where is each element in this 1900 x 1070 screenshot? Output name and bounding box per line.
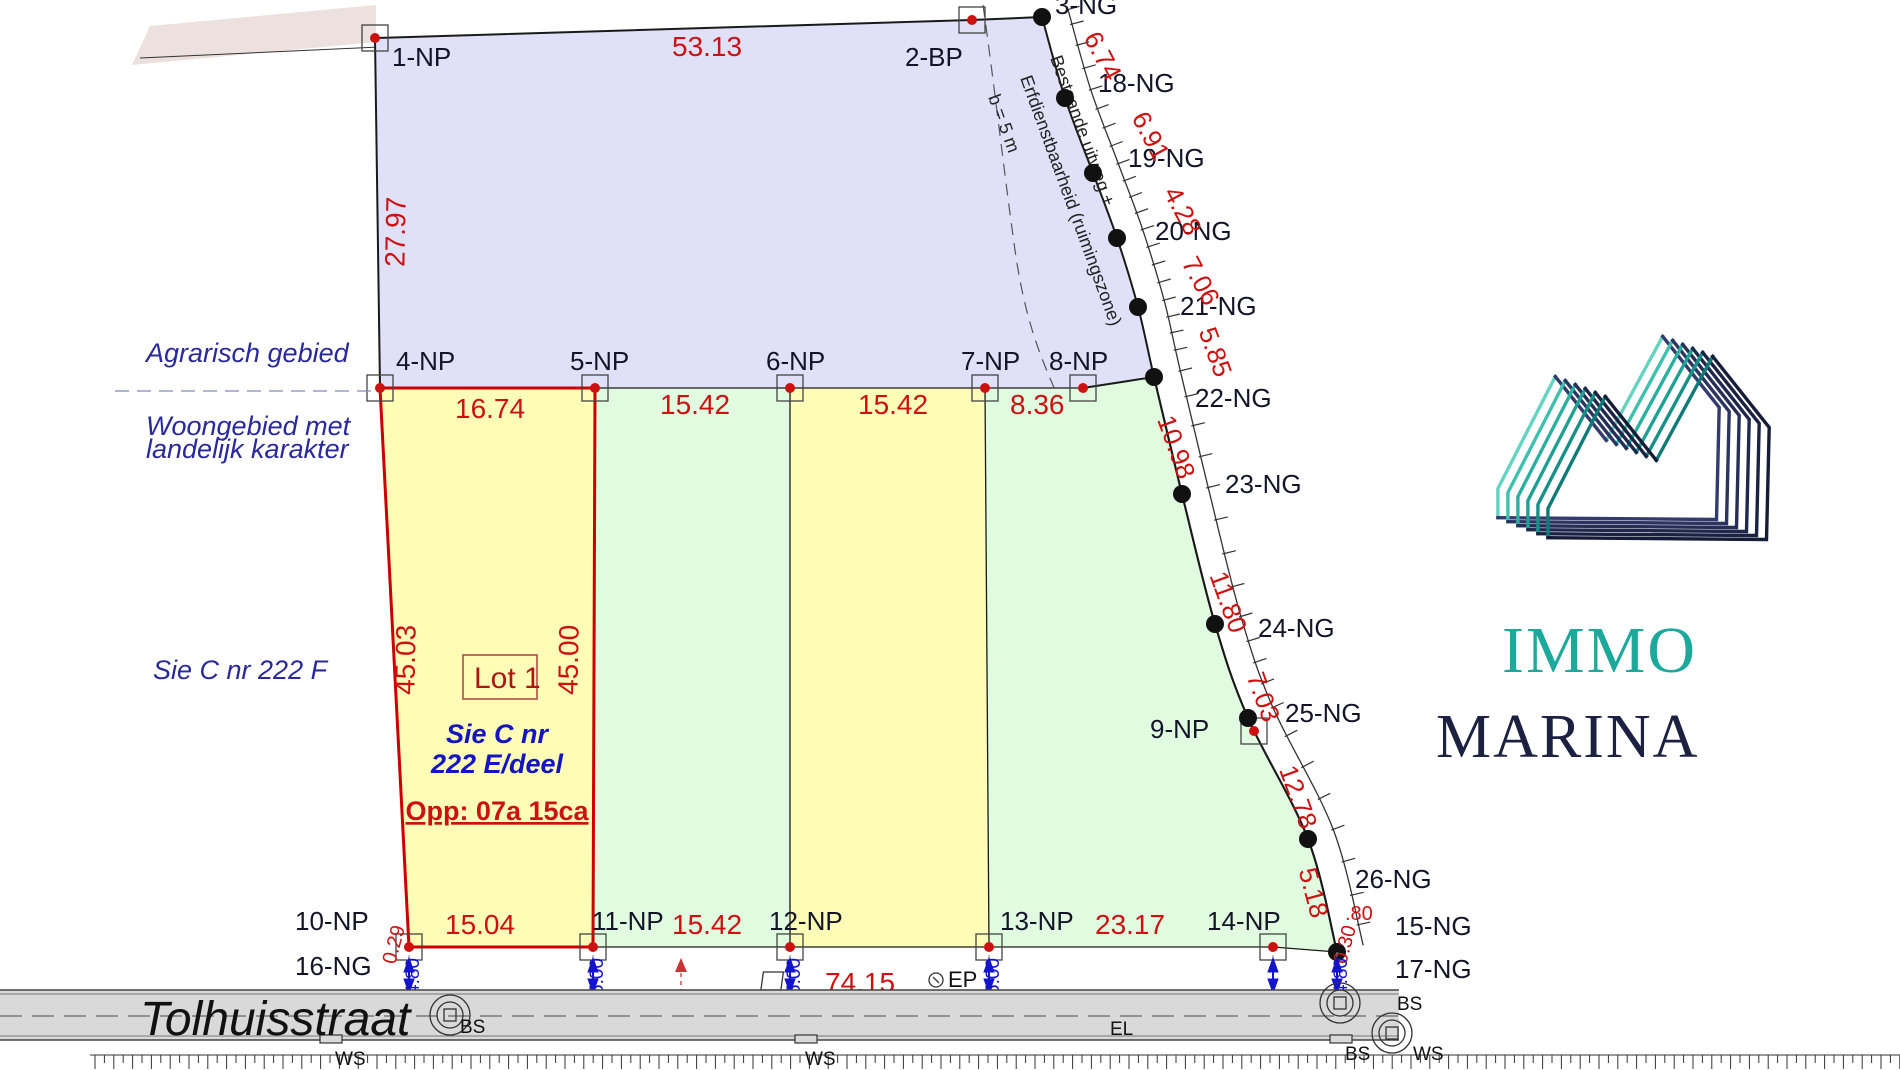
svg-text:14-NP: 14-NP bbox=[1207, 906, 1281, 936]
svg-text:Agrarisch gebied: Agrarisch gebied bbox=[144, 338, 350, 368]
svg-text:17-NG: 17-NG bbox=[1395, 954, 1472, 984]
svg-text:WS: WS bbox=[1413, 1044, 1444, 1065]
svg-text:13-NP: 13-NP bbox=[1000, 906, 1074, 936]
svg-text:EL: EL bbox=[1110, 1019, 1133, 1040]
svg-text:11-NP: 11-NP bbox=[592, 906, 664, 936]
svg-text:24-NG: 24-NG bbox=[1258, 613, 1335, 643]
svg-text:15.42: 15.42 bbox=[858, 389, 928, 420]
svg-text:15.42: 15.42 bbox=[672, 909, 742, 940]
svg-text:22-NG: 22-NG bbox=[1195, 383, 1272, 413]
svg-text:4-NP: 4-NP bbox=[396, 346, 455, 376]
svg-text:WS: WS bbox=[335, 1049, 366, 1070]
svg-text:222 E/deel: 222 E/deel bbox=[430, 749, 564, 779]
svg-text:BS: BS bbox=[1397, 994, 1422, 1015]
svg-text:10-NP: 10-NP bbox=[295, 906, 369, 936]
svg-text:Lot 1: Lot 1 bbox=[474, 662, 541, 695]
svg-text:23-NG: 23-NG bbox=[1225, 469, 1302, 499]
svg-text:25-NG: 25-NG bbox=[1285, 698, 1362, 728]
svg-text:27.97: 27.97 bbox=[379, 197, 411, 268]
svg-text:BS: BS bbox=[1345, 1044, 1370, 1065]
svg-text:2-BP: 2-BP bbox=[905, 42, 963, 72]
svg-text:IMMO: IMMO bbox=[1502, 614, 1697, 687]
svg-text:Sie C nr 222 F: Sie C nr 222 F bbox=[153, 655, 329, 685]
svg-text:Opp: 07a 15ca: Opp: 07a 15ca bbox=[405, 796, 589, 826]
svg-text:Tolhuisstraat: Tolhuisstraat bbox=[140, 993, 412, 1046]
svg-text:5-NP: 5-NP bbox=[570, 346, 629, 376]
svg-text:WS: WS bbox=[805, 1049, 836, 1070]
svg-text:16-NG: 16-NG bbox=[295, 951, 372, 981]
svg-text:7-NP: 7-NP bbox=[961, 346, 1020, 376]
svg-text:.80: .80 bbox=[1345, 903, 1373, 925]
svg-text:MARINA: MARINA bbox=[1436, 703, 1699, 771]
svg-text:3-NG: 3-NG bbox=[1055, 0, 1117, 20]
svg-text:EP: EP bbox=[948, 967, 977, 992]
svg-text:1-NP: 1-NP bbox=[392, 42, 451, 72]
svg-text:6-NP: 6-NP bbox=[766, 346, 825, 376]
svg-text:23.17: 23.17 bbox=[1095, 909, 1165, 940]
svg-text:landelijk karakter: landelijk karakter bbox=[146, 434, 350, 464]
svg-text:26-NG: 26-NG bbox=[1355, 864, 1432, 894]
svg-text:15-NG: 15-NG bbox=[1395, 911, 1472, 941]
svg-text:12-NP: 12-NP bbox=[769, 906, 843, 936]
svg-text:16.74: 16.74 bbox=[455, 393, 525, 424]
svg-text:Sie C nr: Sie C nr bbox=[446, 719, 550, 749]
svg-text:15.04: 15.04 bbox=[445, 909, 515, 940]
svg-text:53.13: 53.13 bbox=[672, 31, 742, 62]
svg-text:BS: BS bbox=[460, 1017, 485, 1038]
svg-text:45.03: 45.03 bbox=[389, 625, 421, 696]
svg-text:45.00: 45.00 bbox=[552, 625, 584, 696]
svg-text:8-NP: 8-NP bbox=[1049, 346, 1108, 376]
svg-text:15.42: 15.42 bbox=[660, 389, 730, 420]
svg-text:9-NP: 9-NP bbox=[1150, 714, 1209, 744]
svg-text:8.36: 8.36 bbox=[1010, 389, 1065, 420]
